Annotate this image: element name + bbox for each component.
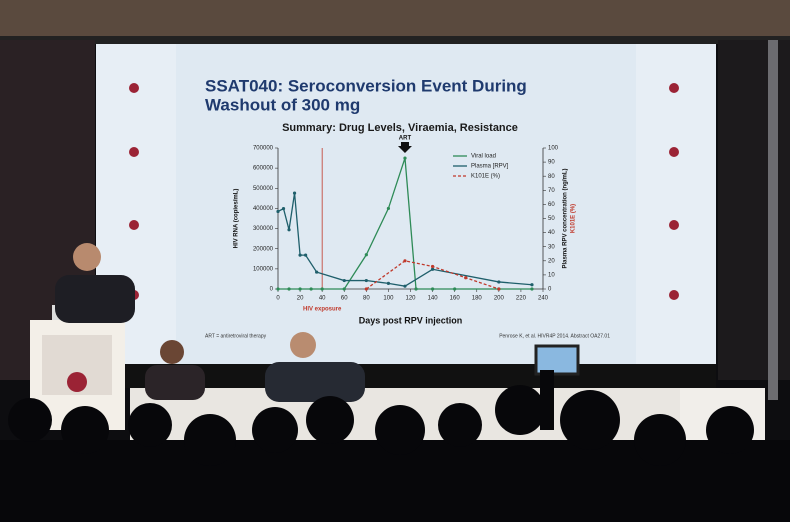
series-point — [387, 207, 390, 210]
series-point — [403, 285, 406, 288]
truss-pole — [768, 40, 778, 400]
series-point — [343, 287, 346, 290]
slide-title: Washout of 300 mg — [205, 95, 360, 114]
panelist-head — [290, 332, 316, 358]
series-point — [287, 228, 290, 231]
series-point — [414, 287, 417, 290]
x-tick-label: 100 — [383, 296, 394, 302]
slide-citation: Penrose K, et al. HIVR4P 2014. Abstract … — [499, 333, 610, 339]
x-tick-label: 120 — [405, 296, 416, 302]
series-point — [387, 282, 390, 285]
conference-scene: SSAT040: Seroconversion Event During Was… — [0, 0, 790, 522]
x-tick-label: 40 — [319, 296, 326, 302]
y-tick-label: 300000 — [253, 226, 274, 232]
right-wall — [718, 40, 790, 380]
series-point — [497, 287, 500, 290]
series-point — [453, 287, 456, 290]
series-point — [365, 253, 368, 256]
ceiling — [0, 0, 790, 40]
annotation: ART — [399, 136, 412, 142]
x-tick-label: 200 — [494, 296, 505, 302]
series-point — [365, 287, 368, 290]
legend-label: Plasma [RPV] — [471, 164, 509, 170]
series-point — [287, 287, 290, 290]
series-point — [293, 192, 296, 195]
legend-label: Viral load — [471, 154, 496, 160]
series-point — [431, 287, 434, 290]
tablet — [536, 346, 578, 374]
series-point — [464, 276, 467, 279]
series-point — [304, 254, 307, 257]
series-point — [310, 287, 313, 290]
x-tick-label: 80 — [363, 296, 370, 302]
series-point — [497, 280, 500, 283]
y2-axis-label: Plasma RPV concentration (ng/mL) — [563, 168, 569, 268]
x-tick-label: 20 — [297, 296, 304, 302]
y2-tick-label: 60 — [548, 202, 555, 208]
y-tick-label: 700000 — [253, 146, 274, 152]
y2-tick-label: 40 — [548, 230, 555, 236]
truss — [0, 36, 790, 44]
y-tick-label: 100000 — [253, 266, 274, 272]
panelist — [145, 365, 205, 400]
y-tick-label: 200000 — [253, 246, 274, 252]
series-point — [276, 287, 279, 290]
series-point — [321, 287, 324, 290]
y2-tick-label: 90 — [548, 160, 555, 166]
panelist — [265, 362, 365, 402]
slide-footnote: ART = antiretroviral therapy — [205, 333, 267, 339]
series-point — [530, 287, 533, 290]
slide-title: SSAT040: Seroconversion Event During — [205, 76, 527, 95]
y2-tick-label: 10 — [548, 272, 555, 278]
series-point — [276, 210, 279, 213]
x-tick-label: 140 — [428, 296, 439, 302]
series-point — [403, 259, 406, 262]
series-point — [403, 156, 406, 159]
y-axis-label: HIV RNA (copies/mL) — [234, 189, 240, 249]
y2-tick-label: 100 — [548, 146, 559, 152]
y2-tick-label: 30 — [548, 244, 555, 250]
series-point — [530, 283, 533, 286]
annotation: HIV exposure — [303, 307, 342, 313]
series-point — [431, 268, 434, 271]
y-tick-label: 600000 — [253, 166, 274, 172]
y2-tick-label: 80 — [548, 174, 555, 180]
series-point — [315, 270, 318, 273]
x-tick-label: 180 — [472, 296, 483, 302]
y2-axis-label: K101E (%) — [571, 204, 577, 233]
series-point — [298, 287, 301, 290]
slide-subtitle: Summary: Drug Levels, Viraemia, Resistan… — [282, 122, 518, 134]
x-tick-label: 60 — [341, 296, 348, 302]
y2-tick-label: 70 — [548, 188, 555, 194]
y-tick-label: 400000 — [253, 206, 274, 212]
series-point — [298, 254, 301, 257]
series-point — [431, 265, 434, 268]
series-point — [282, 207, 285, 210]
x-axis-label: Days post RPV injection — [359, 315, 463, 325]
x-tick-label: 240 — [538, 296, 549, 302]
x-tick-label: 220 — [516, 296, 527, 302]
y2-tick-label: 50 — [548, 216, 555, 222]
panelist-head — [160, 340, 184, 364]
x-tick-label: 160 — [450, 296, 461, 302]
series-point — [343, 279, 346, 282]
series-point — [365, 279, 368, 282]
legend-label: K101E (%) — [471, 174, 500, 180]
y-tick-label: 500000 — [253, 186, 274, 192]
speaker-body — [55, 275, 135, 323]
podium-logo — [67, 372, 87, 392]
y2-tick-label: 20 — [548, 258, 555, 264]
speaker-head — [73, 243, 101, 271]
